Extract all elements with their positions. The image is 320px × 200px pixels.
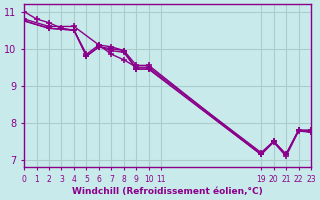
X-axis label: Windchill (Refroidissement éolien,°C): Windchill (Refroidissement éolien,°C) [72, 187, 263, 196]
